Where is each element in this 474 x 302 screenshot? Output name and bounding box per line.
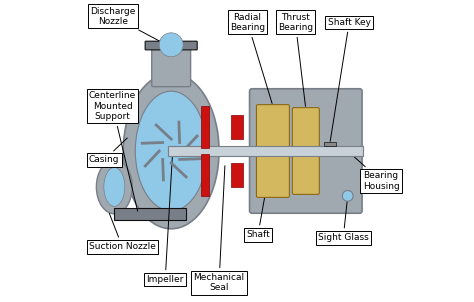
Bar: [201, 154, 209, 196]
Text: Casing: Casing: [89, 138, 127, 165]
Text: Impeller: Impeller: [146, 154, 184, 284]
Ellipse shape: [96, 160, 132, 214]
Text: Thrust
Bearing: Thrust Bearing: [278, 13, 313, 106]
FancyBboxPatch shape: [256, 104, 289, 198]
Bar: [231, 163, 243, 187]
Ellipse shape: [123, 73, 219, 229]
FancyBboxPatch shape: [152, 42, 191, 87]
Circle shape: [342, 191, 353, 201]
FancyBboxPatch shape: [292, 108, 319, 194]
Text: Bearing
Housing: Bearing Housing: [350, 153, 400, 191]
Text: Radial
Bearing: Radial Bearing: [230, 13, 272, 104]
Text: Mechanical
Seal: Mechanical Seal: [193, 166, 245, 292]
Bar: [324, 142, 336, 146]
Text: Suction Nozzle: Suction Nozzle: [89, 214, 156, 251]
Bar: [168, 146, 363, 156]
Text: Discharge
Nozzle: Discharge Nozzle: [91, 7, 161, 42]
Ellipse shape: [104, 167, 125, 206]
Bar: [231, 115, 243, 139]
FancyBboxPatch shape: [145, 41, 197, 50]
Circle shape: [159, 33, 183, 57]
Text: Sight Glass: Sight Glass: [318, 199, 369, 242]
Text: Centerline
Mounted
Support: Centerline Mounted Support: [89, 91, 137, 211]
Ellipse shape: [135, 91, 207, 211]
Bar: [114, 208, 186, 220]
Text: Shaft: Shaft: [246, 154, 273, 239]
FancyBboxPatch shape: [250, 89, 362, 213]
Text: Shaft Key: Shaft Key: [328, 18, 371, 141]
Bar: [201, 106, 209, 148]
